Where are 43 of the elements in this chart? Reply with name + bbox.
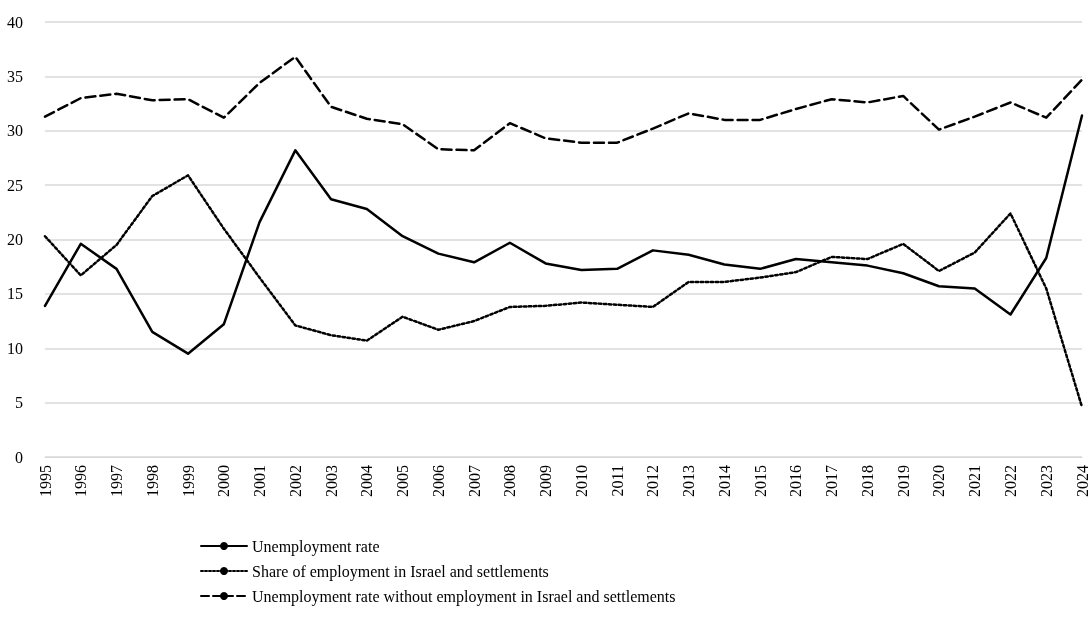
y-tick-label: 25 xyxy=(7,176,23,194)
x-tick-label: 2013 xyxy=(680,465,698,497)
x-tick-label: 1999 xyxy=(179,465,197,497)
y-tick-label: 40 xyxy=(7,13,23,31)
x-tick-label: 1997 xyxy=(108,465,126,497)
y-tick-label: 15 xyxy=(7,285,23,303)
x-tick-label: 2016 xyxy=(787,465,805,497)
x-tick-label: 2008 xyxy=(501,465,519,497)
x-tick-label: 2015 xyxy=(751,465,769,497)
x-tick-label: 2006 xyxy=(429,465,447,497)
x-tick-label: 2001 xyxy=(251,465,269,497)
x-tick-label: 2018 xyxy=(858,465,876,497)
x-tick-label: 2002 xyxy=(286,465,304,497)
y-tick-label: 30 xyxy=(7,122,23,140)
x-tick-label: 2007 xyxy=(465,465,483,497)
x-tick-label: 2005 xyxy=(394,465,412,497)
x-tick-label: 2003 xyxy=(322,465,340,497)
x-tick-label: 2000 xyxy=(215,465,233,497)
x-tick-label: 2004 xyxy=(358,465,376,497)
x-tick-label: 2012 xyxy=(644,465,662,497)
x-tick-label: 2024 xyxy=(1073,465,1090,497)
x-tick-label: 2014 xyxy=(715,465,733,497)
x-tick-label: 2009 xyxy=(537,465,555,497)
x-tick-label: 2022 xyxy=(1001,465,1019,497)
x-tick-label: 2017 xyxy=(823,465,841,497)
x-tick-label: 2011 xyxy=(608,465,626,497)
x-tick-label: 2020 xyxy=(930,465,948,497)
x-tick-label: 2021 xyxy=(966,465,984,497)
y-tick-label: 10 xyxy=(7,339,23,357)
legend-label: Unemployment rate xyxy=(252,537,380,556)
legend-label: Unemployment rate without employment in Israel and settlements xyxy=(252,587,676,606)
legend-label: Share of employment in Israel and settlements xyxy=(252,562,549,581)
x-tick-label: 2019 xyxy=(894,465,912,497)
y-tick-label: 20 xyxy=(7,231,23,248)
x-tick-label: 1995 xyxy=(36,465,54,497)
y-tick-label: 5 xyxy=(15,394,23,412)
y-tick-label: 0 xyxy=(15,448,23,466)
x-tick-label: 2023 xyxy=(1037,465,1055,497)
y-tick-label: 35 xyxy=(7,67,23,85)
x-tick-label: 1996 xyxy=(72,465,90,497)
x-tick-label: 1998 xyxy=(143,465,161,497)
x-tick-label: 2010 xyxy=(572,465,590,497)
line-series xyxy=(43,55,1084,152)
